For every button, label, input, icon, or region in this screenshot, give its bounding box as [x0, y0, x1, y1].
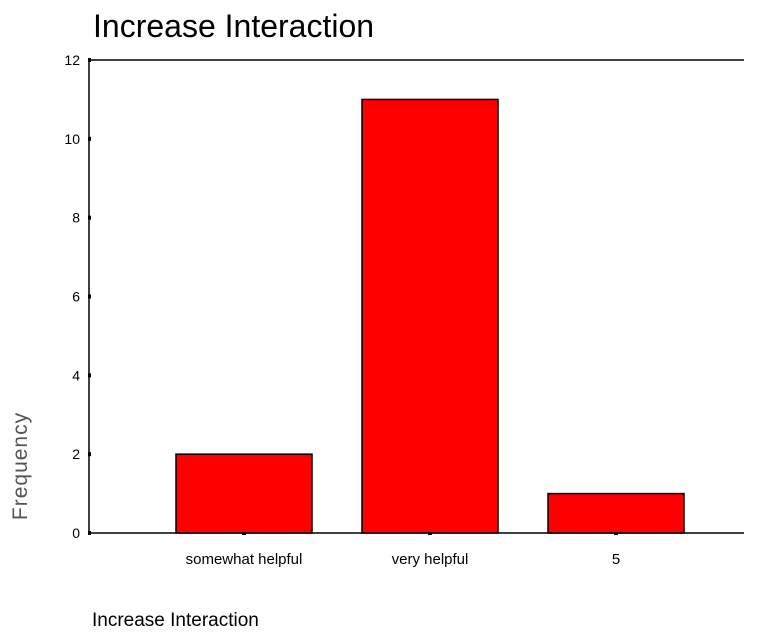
y-tick-mark	[88, 136, 91, 141]
x-tick-mark	[428, 532, 432, 535]
y-tick-mark	[88, 294, 91, 299]
x-tick-mark	[242, 532, 246, 535]
y-tick-label: 0	[72, 525, 80, 541]
y-tick-label: 4	[72, 367, 80, 383]
y-tick-mark	[88, 58, 91, 62]
y-tick-mark	[88, 531, 91, 535]
y-tick-mark	[88, 452, 91, 457]
y-axis-ticks: 0 2 4 6 8 10 12	[64, 52, 91, 541]
y-tick-mark	[88, 373, 91, 378]
y-tick-label: 10	[64, 131, 80, 147]
y-axis-title: Frequency	[9, 411, 32, 521]
y-tick-label: 6	[72, 289, 80, 305]
x-axis-title: Increase Interaction	[92, 610, 259, 631]
y-tick-label: 2	[72, 446, 80, 462]
bar-2	[547, 492, 685, 534]
x-tick-mark	[614, 532, 618, 535]
y-tick-label: 8	[72, 210, 80, 226]
bars	[175, 98, 685, 534]
x-axis-ticks: somewhat helpful very helpful 5	[186, 532, 620, 568]
x-tick-label: somewhat helpful	[186, 551, 303, 568]
y-tick-label: 12	[64, 52, 80, 68]
bar-0	[175, 453, 313, 534]
y-tick-mark	[88, 215, 91, 220]
bar-1	[361, 98, 499, 534]
chart-title: Increase Interaction	[93, 8, 375, 44]
x-tick-label: 5	[612, 551, 620, 568]
x-tick-label: very helpful	[392, 551, 469, 568]
